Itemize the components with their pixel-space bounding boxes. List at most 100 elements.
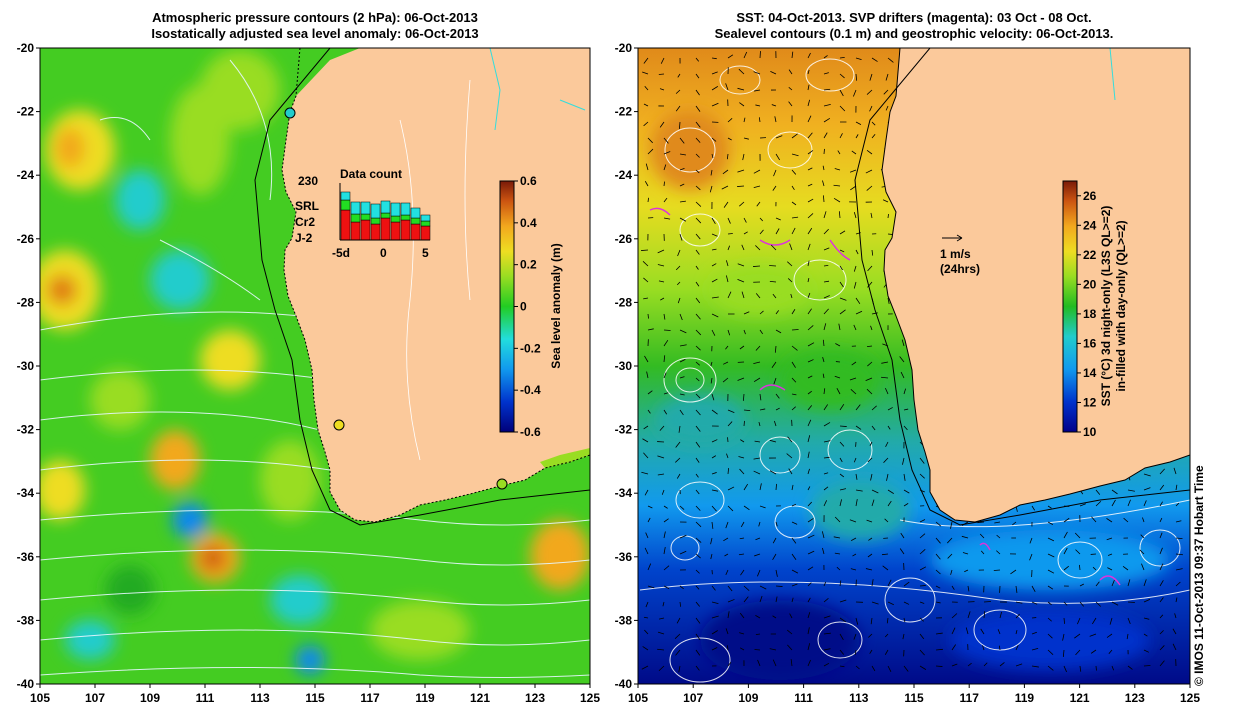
velocity-arrow [657, 648, 665, 651]
left-pressure-contours [40, 59, 590, 678]
velocity-arrow [774, 116, 777, 123]
velocity-arrow [807, 501, 812, 507]
right-map-title: SST: 04-Oct-2013. SVP drifters (magenta)… [638, 10, 1190, 42]
velocity-arrow [839, 265, 843, 271]
x-tick-label: 121 [1070, 691, 1090, 705]
velocity-arrow [791, 521, 798, 525]
velocity-arrow [855, 499, 858, 507]
y-tick-label: -22 [615, 105, 633, 119]
velocity-arrow [823, 264, 829, 267]
x-tick-label: 125 [580, 691, 600, 705]
inset-tick: 0 [380, 246, 387, 260]
sla-colorbar-label: Sea level anomaly (m) [549, 243, 563, 368]
velocity-arrow [1063, 665, 1067, 673]
inset-bar [400, 202, 411, 216]
velocity-arrow [823, 247, 830, 251]
velocity-arrow [679, 183, 685, 187]
velocity-arrow [882, 565, 889, 571]
velocity-arrow [1111, 665, 1115, 671]
velocity-arrow [823, 228, 829, 235]
velocity-arrow [1172, 643, 1177, 651]
velocity-arrow [947, 553, 953, 559]
velocity-arrow [724, 553, 729, 557]
velocity-arrow [951, 585, 955, 590]
velocity-arrow [774, 345, 777, 353]
velocity-arrow [869, 73, 873, 81]
velocity-arrow [727, 118, 733, 123]
velocity-arrow [869, 105, 873, 112]
velocity-arrow [822, 180, 825, 187]
velocity-arrow [807, 183, 813, 187]
velocity-arrow [919, 649, 925, 656]
velocity-arrow [886, 473, 889, 481]
velocity-arrow [711, 313, 719, 318]
velocity-arrow [855, 473, 858, 480]
velocity-arrow [1175, 581, 1181, 587]
velocity-arrow [711, 630, 718, 635]
velocity-arrow [935, 665, 943, 667]
velocity-arrow [996, 550, 1001, 555]
velocity-arrow [807, 132, 813, 139]
velocity-arrow [695, 409, 701, 416]
velocity-arrow [1075, 649, 1081, 656]
scale-arrow-head [956, 234, 963, 242]
velocity-arrow [839, 473, 845, 478]
velocity-arrow [999, 611, 1002, 619]
velocity-arrow [1047, 649, 1054, 655]
velocity-arrow [865, 568, 873, 571]
velocity-arrow [1063, 617, 1065, 624]
velocity-arrow [807, 518, 814, 523]
velocity-arrow [676, 617, 681, 624]
velocity-arrow [723, 361, 729, 365]
velocity-arrow [1159, 532, 1163, 539]
velocity-arrow [903, 617, 906, 623]
velocity-arrow [711, 102, 719, 107]
velocity-arrow [695, 137, 701, 143]
velocity-arrow [1029, 553, 1033, 561]
velocity-arrow [919, 549, 926, 555]
inset-tick: -5d [332, 246, 350, 260]
inset-bar [390, 215, 401, 223]
velocity-arrow [743, 596, 749, 603]
velocity-arrow [839, 633, 844, 641]
velocity-arrow [727, 611, 730, 619]
velocity-arrow [726, 260, 729, 267]
velocity-arrow [855, 121, 862, 125]
velocity-arrow [663, 518, 669, 523]
velocity-arrow [935, 585, 941, 589]
velocity-arrow [1047, 617, 1052, 622]
velocity-arrow [823, 615, 831, 619]
velocity-arrow [755, 345, 761, 351]
right-land-river [1109, 48, 1116, 101]
velocity-arrow [1175, 568, 1183, 571]
velocity-arrow [663, 313, 666, 320]
velocity-arrow [643, 121, 649, 127]
velocity-arrow [807, 227, 813, 235]
velocity-arrow [775, 585, 783, 587]
velocity-arrow [887, 297, 890, 304]
velocity-arrow [1143, 598, 1151, 603]
x-tick-label: 119 [1015, 691, 1035, 705]
velocity-arrow [755, 245, 761, 251]
velocity-arrow [1109, 617, 1113, 625]
velocity-arrow [867, 265, 873, 272]
velocity-arrow [645, 532, 649, 539]
velocity-arrow [789, 613, 793, 619]
velocity-arrow [854, 649, 857, 655]
velocity-arrow [711, 472, 717, 475]
velocity-arrow [871, 579, 874, 587]
velocity-arrow [1175, 520, 1182, 523]
velocity-arrow [807, 198, 814, 203]
velocity-arrow [1095, 601, 1101, 607]
velocity-arrow [1127, 601, 1135, 603]
velocity-arrow [725, 275, 729, 283]
velocity-arrow [903, 503, 909, 507]
colorbar-tick-label: -0.2 [520, 341, 541, 355]
velocity-arrow [695, 345, 701, 351]
right-title-line2: Sealevel contours (0.1 m) and geostrophi… [714, 26, 1114, 41]
velocity-arrow [807, 213, 814, 219]
scale-arrow-sublabel: (24hrs) [940, 262, 980, 276]
x-tick-label: 111 [196, 691, 215, 705]
velocity-arrow [823, 440, 831, 443]
y-tick-label: -30 [615, 359, 633, 373]
